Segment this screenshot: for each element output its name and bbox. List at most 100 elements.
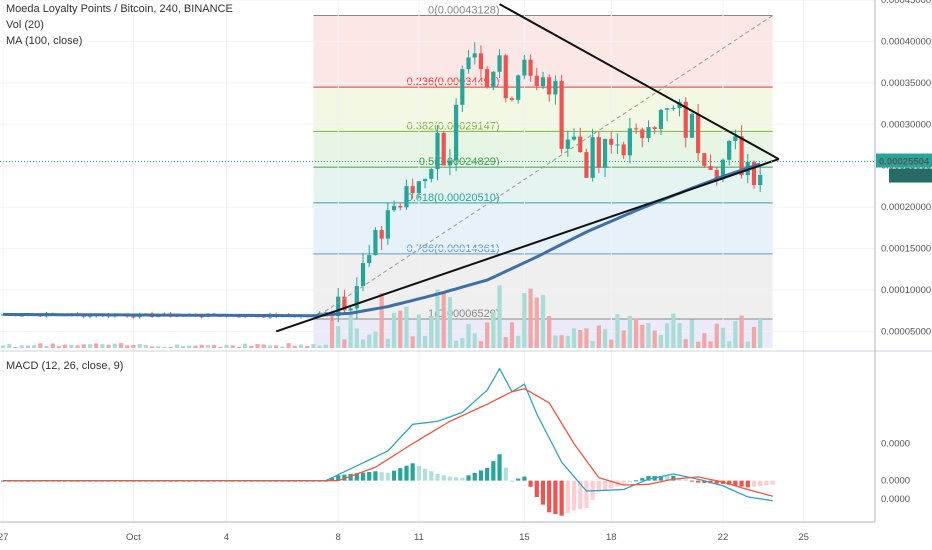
y-tick-label: 0.00030000 — [881, 119, 931, 130]
volume-bar — [590, 341, 595, 348]
candle-body — [683, 101, 688, 138]
volume-bar — [559, 335, 564, 348]
volume-bar — [379, 293, 384, 348]
macd-histogram-bar — [336, 475, 341, 481]
volume-bar — [317, 345, 322, 348]
macd-histogram-bar — [429, 471, 434, 481]
macd-histogram-bar — [367, 471, 372, 481]
volume-bar — [38, 343, 43, 348]
macd-histogram-bar — [553, 480, 558, 514]
volume-bar — [56, 346, 62, 348]
volume-bar — [280, 346, 285, 348]
candle-body — [596, 137, 601, 168]
candle-body — [652, 127, 657, 130]
macd-histogram-bar — [640, 478, 645, 481]
triangle-trendline — [275, 158, 780, 333]
macd-histogram-bar — [689, 480, 695, 482]
x-tick-label: 15 — [519, 532, 530, 543]
volume-bar — [44, 345, 49, 348]
candle-body — [627, 128, 632, 156]
macd-histogram-bar — [329, 477, 335, 481]
y-tick-label: 0.00020000 — [881, 202, 931, 213]
macd-histogram-bar — [733, 480, 738, 486]
fib-band — [313, 167, 773, 203]
candle-body — [714, 169, 719, 180]
candle-body — [522, 59, 527, 76]
macd-y-tick-label: 0.0000 — [881, 439, 910, 450]
volume-bar — [323, 344, 328, 348]
volume-bar — [689, 319, 695, 348]
candle-body — [199, 316, 204, 318]
candle-body — [348, 308, 353, 311]
macd-histogram-bar — [528, 480, 533, 487]
volume-bar — [131, 344, 136, 348]
volume-bar — [454, 340, 459, 348]
volume-bar — [255, 344, 260, 348]
volume-bar — [739, 315, 744, 348]
candle-body — [646, 127, 651, 139]
volume-bar — [727, 341, 732, 348]
volume-bar — [236, 346, 242, 348]
candle-body — [751, 161, 757, 186]
volume-bar — [398, 310, 403, 348]
macd-pane — [0, 350, 932, 516]
candle-body — [633, 128, 639, 130]
candle-body — [689, 114, 695, 138]
volume-bar — [286, 343, 291, 348]
volume-bar — [441, 291, 446, 348]
candle-body — [391, 205, 397, 211]
ma100-line — [3, 162, 761, 318]
x-tick-label: 22 — [718, 532, 729, 543]
volume-bar — [32, 345, 37, 348]
macd-histogram-bar — [658, 475, 664, 481]
macd-histogram-bar — [404, 465, 409, 481]
volume-bar — [429, 316, 434, 348]
candle-body — [609, 138, 614, 145]
volume-bar — [69, 344, 74, 348]
volume-bar — [671, 313, 676, 348]
candle-body — [534, 75, 539, 87]
volume-bar — [435, 289, 440, 348]
volume-bar — [646, 323, 651, 348]
candle-body — [658, 109, 664, 130]
volume-bar — [733, 321, 738, 348]
macd-histogram-bar — [751, 480, 757, 487]
volume-bar — [497, 285, 502, 348]
macd-histogram-bar — [491, 461, 496, 481]
macd-histogram-bar — [441, 475, 446, 481]
candle-body — [540, 77, 546, 87]
legend-ma: MA (100, close) — [6, 35, 83, 47]
macd-histogram-bar — [522, 476, 527, 481]
x-tick-label: 11 — [414, 532, 424, 543]
volume-bar — [13, 346, 18, 348]
volume-bar — [652, 330, 657, 348]
candle-body — [367, 255, 372, 264]
y-tick-label: 0.00035000 — [881, 78, 931, 89]
volume-bar — [677, 322, 682, 348]
legend-volume: Vol (20) — [6, 19, 44, 31]
volume-bar — [528, 288, 533, 348]
volume-bar — [596, 325, 601, 348]
macd-histogram-bar — [683, 479, 688, 481]
volume-bar — [342, 339, 347, 348]
candle-body — [615, 144, 620, 146]
candle-body — [509, 98, 515, 100]
fib-label: 0.236(0.00034491) — [407, 76, 500, 88]
volume-bar — [522, 292, 527, 348]
volume-bar — [621, 330, 626, 348]
volume-bar — [205, 345, 210, 348]
candle-body — [360, 263, 366, 287]
macd-y-tick-label: 0.0000 — [881, 494, 910, 505]
volume-bar — [658, 334, 664, 348]
candle-body — [354, 286, 359, 309]
candle-body — [404, 186, 409, 208]
volume-bar — [466, 324, 471, 348]
volume-bar — [683, 339, 688, 348]
volume-bar — [261, 344, 266, 348]
candle-body — [441, 132, 446, 166]
volume-bar — [292, 345, 297, 348]
volume-bar — [174, 344, 179, 348]
countdown-bg — [889, 168, 932, 183]
